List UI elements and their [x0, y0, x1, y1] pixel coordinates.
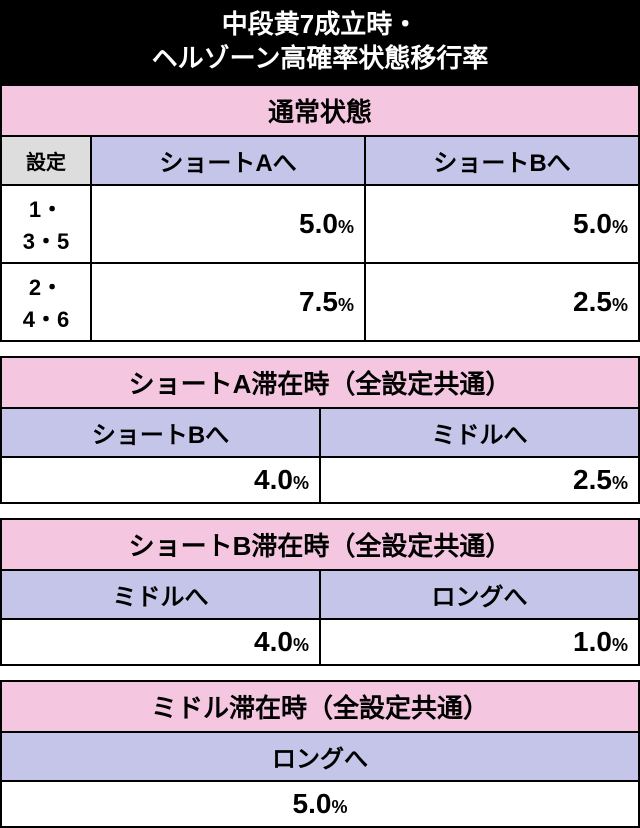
- table-row: ショートBへ ミドルへ: [1, 408, 639, 457]
- settei-header: 設定: [1, 136, 91, 185]
- table-row: 5.0%: [1, 781, 639, 827]
- table-row: ショートB滞在時（全設定共通）: [1, 519, 639, 570]
- table-section-3: ショートB滞在時（全設定共通） ミドルへ ロングへ 4.0% 1.0%: [0, 518, 640, 666]
- spacer: [0, 666, 640, 680]
- percent-sign: %: [331, 797, 347, 817]
- table-section-4: ミドル滞在時（全設定共通） ロングへ 5.0%: [0, 680, 640, 828]
- percent-sign: %: [293, 473, 309, 493]
- spacer: [0, 342, 640, 356]
- table-row: 1・3・5 5.0% 5.0%: [1, 185, 639, 263]
- table-row: 設定 ショートAへ ショートBへ: [1, 136, 639, 185]
- value-number: 4.0: [254, 464, 293, 495]
- table-row: 4.0% 1.0%: [1, 619, 639, 665]
- value-number: 5.0: [573, 208, 612, 239]
- value-cell: 2.5%: [365, 263, 639, 341]
- row-label: 2・4・6: [1, 263, 91, 341]
- value-cell: 2.5%: [320, 457, 639, 503]
- percent-sign: %: [338, 217, 354, 237]
- percent-sign: %: [612, 635, 628, 655]
- column-header: ロングへ: [320, 570, 639, 619]
- title-line-1: 中段黄7成立時・: [222, 9, 418, 39]
- percent-sign: %: [338, 295, 354, 315]
- table-row: ショートA滞在時（全設定共通）: [1, 357, 639, 408]
- percent-sign: %: [612, 473, 628, 493]
- column-header: ミドルへ: [320, 408, 639, 457]
- column-header: ミドルへ: [1, 570, 320, 619]
- percent-sign: %: [293, 635, 309, 655]
- value-cell: 5.0%: [1, 781, 639, 827]
- value-number: 1.0: [573, 626, 612, 657]
- table-container: 中段黄7成立時・ ヘルゾーン高確率状態移行率 通常状態 設定 ショートAへ ショ…: [0, 0, 640, 828]
- value-cell: 7.5%: [91, 263, 365, 341]
- value-number: 2.5: [573, 286, 612, 317]
- section-header: ショートB滞在時（全設定共通）: [1, 519, 639, 570]
- section-header: ミドル滞在時（全設定共通）: [1, 681, 639, 732]
- value-cell: 4.0%: [1, 457, 320, 503]
- title-line-2: ヘルゾーン高確率状態移行率: [152, 43, 489, 73]
- value-cell: 5.0%: [365, 185, 639, 263]
- column-header: ショートAへ: [91, 136, 365, 185]
- row-label: 1・3・5: [1, 185, 91, 263]
- column-header: ロングへ: [1, 732, 639, 781]
- value-number: 2.5: [573, 464, 612, 495]
- table-row: 4.0% 2.5%: [1, 457, 639, 503]
- column-header: ショートBへ: [365, 136, 639, 185]
- table-row: ミドル滞在時（全設定共通）: [1, 681, 639, 732]
- table-row: 2・4・6 7.5% 2.5%: [1, 263, 639, 341]
- percent-sign: %: [612, 217, 628, 237]
- value-number: 7.5: [299, 286, 338, 317]
- column-header: ショートBへ: [1, 408, 320, 457]
- percent-sign: %: [612, 295, 628, 315]
- value-cell: 4.0%: [1, 619, 320, 665]
- spacer: [0, 504, 640, 518]
- section-header: ショートA滞在時（全設定共通）: [1, 357, 639, 408]
- table-section-2: ショートA滞在時（全設定共通） ショートBへ ミドルへ 4.0% 2.5%: [0, 356, 640, 504]
- value-number: 5.0: [299, 208, 338, 239]
- value-number: 5.0: [293, 788, 332, 819]
- table-row: 通常状態: [1, 85, 639, 136]
- table-row: ロングへ: [1, 732, 639, 781]
- value-number: 4.0: [254, 626, 293, 657]
- table-section-1: 通常状態 設定 ショートAへ ショートBへ 1・3・5 5.0% 5.0% 2・…: [0, 84, 640, 342]
- section-header: 通常状態: [1, 85, 639, 136]
- value-cell: 5.0%: [91, 185, 365, 263]
- value-cell: 1.0%: [320, 619, 639, 665]
- main-title: 中段黄7成立時・ ヘルゾーン高確率状態移行率: [0, 0, 640, 84]
- table-row: ミドルへ ロングへ: [1, 570, 639, 619]
